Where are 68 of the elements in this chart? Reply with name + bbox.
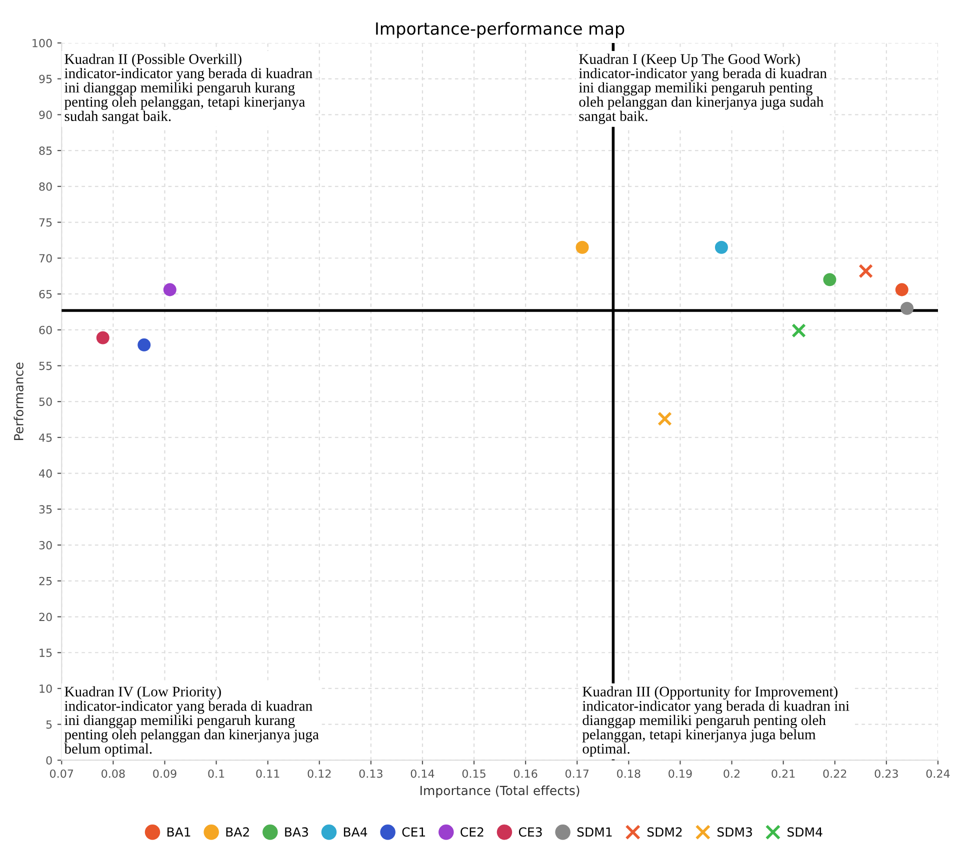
x-tick-label: 0.16: [514, 769, 538, 778]
point: [576, 240, 589, 254]
x-tick-label: 0.23: [874, 769, 898, 778]
y-tick-label: 95: [39, 74, 52, 84]
y-tick-label: 90: [39, 110, 52, 120]
x-tick-label: 0.22: [823, 769, 846, 778]
y-tick-label: 65: [39, 290, 52, 298]
legend-label: CE2: [460, 827, 484, 837]
y-tick-label: 85: [39, 146, 52, 155]
x-tick-label: 0.24: [926, 769, 950, 778]
legend-label: BA3: [285, 827, 308, 837]
legend-label: SDM1: [577, 827, 612, 837]
x-tick-label: 0.18: [617, 769, 640, 778]
x-tick-label: 0.19: [668, 769, 692, 778]
legend-label: BA4: [344, 827, 368, 837]
point: [858, 264, 873, 278]
point: [900, 302, 914, 315]
legend-label: BA1: [167, 827, 190, 837]
x-tick-label: 0.21: [772, 769, 795, 778]
legend-label: BA2: [226, 827, 249, 837]
point: [138, 338, 151, 352]
x-tick-label: 0.2: [724, 769, 740, 778]
y-axis-title: Performance: [14, 362, 24, 440]
y-tick-label: 45: [39, 434, 52, 442]
y-tick-label: 15: [40, 648, 52, 658]
y-tick-label: 25: [39, 576, 52, 586]
point: [823, 273, 836, 286]
x-tick-label: 0.12: [308, 769, 331, 778]
x-tick-label: 0.17: [565, 769, 589, 778]
legend-label: CE3: [518, 827, 542, 837]
y-tick-label: 5: [46, 720, 52, 729]
x-axis-title: Importance (Total effects): [420, 786, 580, 798]
legend-label: SDM3: [717, 827, 752, 837]
point: [163, 283, 176, 296]
y-tick-label: 50: [39, 398, 52, 406]
y-tick-label: 30: [39, 541, 52, 550]
x-tick-label: 0.08: [102, 769, 125, 778]
x-tick-label: 0.13: [359, 769, 382, 778]
point: [96, 331, 110, 344]
chart-title: Importance-performance map: [376, 22, 624, 38]
point: [895, 283, 908, 296]
annotation: Kuadran II (Possible Overkill) indicator-indicator yang berada di kuadran ini dianggap memiliki pengaruh kurang penting oleh pelanggan, tetapi kinerjanya sudah sangat baik.: [64, 54, 312, 124]
point: [714, 240, 728, 254]
point: [792, 323, 806, 338]
y-tick-label: 10: [40, 684, 52, 693]
x-tick-label: 0.11: [256, 769, 280, 778]
legend-label: SDM2: [647, 827, 682, 837]
y-tick-label: 60: [39, 326, 52, 334]
y-tick-label: 55: [39, 362, 52, 370]
annotation: Kuadran I (Keep Up The Good Work) indicator-indicator yang berada di kuadran ini dianggap memiliki pengaruh penting oleh pelanggan dan kinerjanya juga sudah sangat baik.: [578, 54, 827, 124]
y-tick-label: 20: [39, 612, 52, 622]
annotation: Kuadran IV (Low Priority) indicator-indicator yang berada di kuadran ini dianggap memiliki pengaruh kurang penting oleh pelanggan dan kinerjanya juga belum optimal.: [64, 686, 319, 757]
y-tick-label: 35: [39, 505, 52, 514]
annotation: Kuadran III (Opportunity for Improvement) indicator-indicator yang berada di kuadran ini dianggap memiliki pengaruh penting oleh pelanggan, tetapi kinerjanya juga belum optimal.: [582, 686, 850, 757]
legend-label: SDM4: [788, 827, 822, 837]
x-tick-label: 0.15: [462, 769, 486, 778]
point: [658, 412, 672, 426]
y-tick-label: 100: [32, 38, 52, 48]
y-tick-label: 0: [46, 756, 52, 765]
y-tick-label: 80: [39, 182, 52, 191]
y-tick-label: 40: [39, 469, 52, 478]
y-tick-label: 75: [39, 218, 52, 227]
x-tick-label: 0.07: [50, 769, 74, 778]
x-tick-label: 0.14: [410, 769, 434, 778]
legend-label: CE1: [402, 827, 425, 837]
x-tick-label: 0.09: [153, 769, 176, 778]
y-tick-label: 70: [39, 254, 52, 263]
x-tick-label: 0.1: [208, 769, 224, 778]
